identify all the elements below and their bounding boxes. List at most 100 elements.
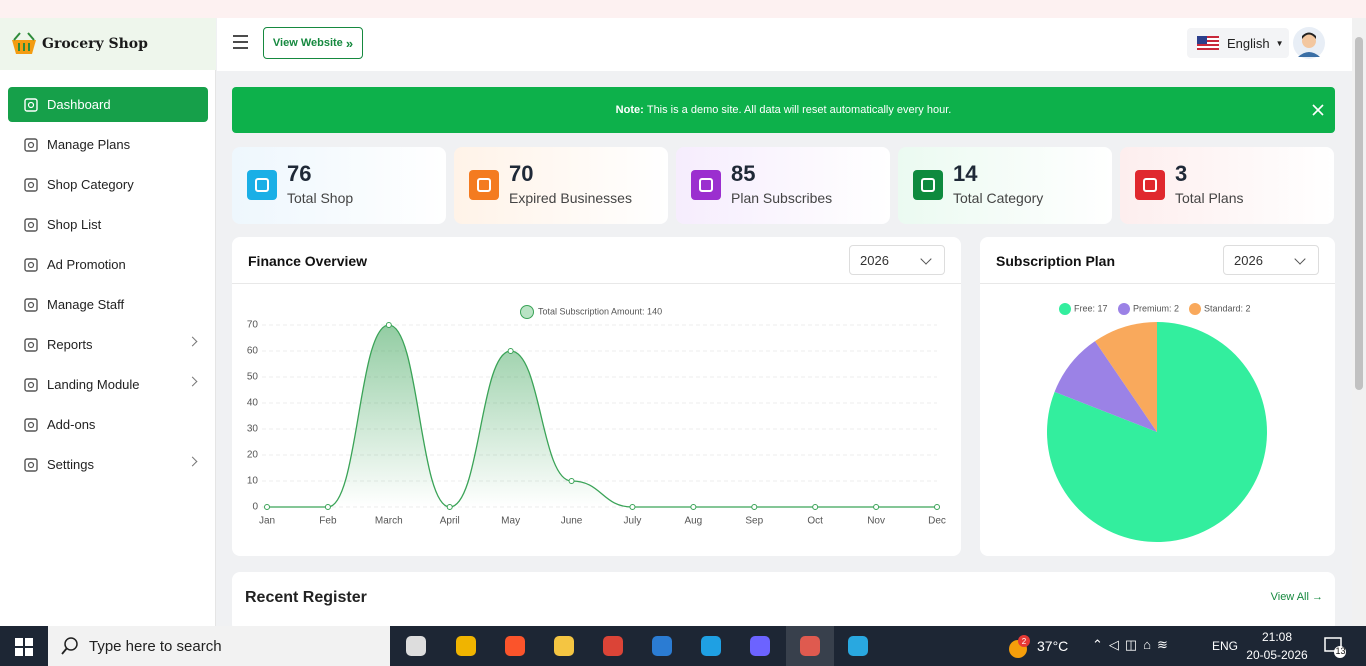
x-tick-label: Aug bbox=[684, 516, 702, 527]
year-select[interactable]: 2026 bbox=[849, 245, 945, 275]
y-tick-label: 30 bbox=[247, 424, 259, 435]
icon-shape bbox=[27, 341, 35, 348]
clock-date[interactable]: 20-05-2026 bbox=[1246, 648, 1308, 662]
app-icon bbox=[456, 636, 476, 656]
icon-shape bbox=[24, 377, 38, 392]
app-icon bbox=[603, 636, 623, 656]
nav-item[interactable]: Shop Category bbox=[8, 167, 208, 202]
icon-shape bbox=[27, 301, 35, 308]
notice-banner: Note: This is a demo site. All data will… bbox=[232, 87, 1335, 133]
x-tick-label: May bbox=[501, 516, 520, 527]
app-icon bbox=[554, 636, 574, 656]
notification-center[interactable] bbox=[1324, 636, 1346, 658]
nav-item[interactable]: Reports bbox=[8, 327, 208, 362]
icon-glyph bbox=[699, 178, 713, 192]
stat-label: Total Category bbox=[953, 190, 1044, 206]
nav-item[interactable]: Manage Plans bbox=[8, 127, 208, 162]
nav-item[interactable]: Dashboard bbox=[8, 87, 208, 122]
stat-value: 3 bbox=[1175, 161, 1188, 186]
legend-label: Free: 17 bbox=[1074, 303, 1108, 313]
view-website-button[interactable]: View Website » bbox=[263, 27, 363, 59]
search-box[interactable]: Type here to search bbox=[48, 626, 390, 666]
point bbox=[873, 504, 880, 510]
taskbar-app[interactable] bbox=[798, 634, 822, 658]
nav-label: Dashboard bbox=[47, 97, 111, 112]
view-all-link[interactable]: View All → bbox=[1270, 591, 1323, 603]
point bbox=[264, 504, 270, 510]
taskbar-app[interactable] bbox=[699, 634, 723, 658]
nav-label: Manage Staff bbox=[47, 297, 125, 312]
input-language[interactable]: ENG bbox=[1212, 639, 1239, 653]
point bbox=[812, 504, 819, 510]
weather-icon[interactable]: 2 bbox=[1006, 634, 1032, 660]
stat-label: Total Shop bbox=[287, 190, 354, 206]
brand-name[interactable]: Grocery Shop bbox=[42, 36, 148, 52]
user-avatar[interactable] bbox=[1293, 27, 1325, 59]
nav-label: Landing Module bbox=[47, 377, 140, 392]
language-select[interactable]: English ▼ bbox=[1187, 28, 1289, 58]
y-tick-label: 20 bbox=[247, 450, 259, 461]
point bbox=[324, 504, 331, 510]
divider bbox=[232, 283, 961, 284]
weather-badge: 2 bbox=[1022, 637, 1027, 646]
nav-item[interactable]: Add-ons bbox=[8, 407, 208, 442]
icon-glyph bbox=[1143, 178, 1157, 192]
y-tick-label: 0 bbox=[252, 502, 258, 513]
pie-slice bbox=[1054, 341, 1157, 432]
point bbox=[568, 478, 575, 484]
year-select[interactable]: 2026 bbox=[1223, 245, 1319, 275]
temperature: 37°C bbox=[1037, 638, 1069, 654]
icon-shape bbox=[24, 257, 38, 272]
taskbar-app[interactable] bbox=[748, 634, 772, 658]
icon-shape bbox=[24, 457, 38, 472]
nav-item[interactable]: Manage Staff bbox=[8, 287, 208, 322]
y-tick-label: 50 bbox=[247, 372, 259, 383]
taskbar-app[interactable] bbox=[552, 634, 576, 658]
active-app-bg bbox=[786, 626, 834, 666]
legend-swatch bbox=[520, 305, 534, 319]
taskbar-app[interactable] bbox=[454, 634, 478, 658]
icon-shape bbox=[24, 137, 38, 152]
stat-value: 14 bbox=[953, 161, 978, 186]
icon-shape bbox=[24, 337, 38, 352]
point bbox=[934, 504, 940, 510]
nav-item[interactable]: Ad Promotion bbox=[8, 247, 208, 282]
icon-glyph bbox=[255, 178, 269, 192]
icon-shape bbox=[1143, 178, 1157, 192]
tray-icons[interactable]: ⌃◁◫⌂≋ bbox=[1092, 637, 1174, 652]
start-button[interactable] bbox=[15, 638, 33, 656]
stat-label: Expired Businesses bbox=[509, 190, 632, 206]
nav-icon bbox=[24, 337, 38, 352]
header: View Website » English ▼ bbox=[217, 18, 1352, 71]
button-icon: » bbox=[345, 35, 354, 51]
search-icon bbox=[61, 637, 78, 655]
taskbar-app[interactable] bbox=[601, 634, 625, 658]
icon-shape bbox=[24, 97, 38, 112]
legend-swatch bbox=[1059, 303, 1071, 315]
clock-time[interactable]: 21:08 bbox=[1261, 630, 1293, 644]
scrollbar bbox=[1352, 18, 1366, 626]
line bbox=[266, 324, 938, 508]
icon-shape bbox=[27, 261, 35, 268]
point bbox=[629, 504, 636, 510]
x-tick-label: Feb bbox=[319, 516, 337, 527]
nav-icon bbox=[24, 217, 38, 232]
stat-icon bbox=[469, 170, 499, 200]
taskbar-app[interactable] bbox=[404, 634, 428, 658]
nav-item[interactable]: Shop List bbox=[8, 207, 208, 242]
menu-toggle[interactable] bbox=[233, 35, 249, 49]
taskbar-app[interactable] bbox=[846, 634, 870, 658]
nav-item[interactable]: Settings bbox=[8, 447, 208, 482]
scrollbar-thumb[interactable] bbox=[1355, 37, 1363, 390]
y-tick-label: 70 bbox=[247, 320, 259, 331]
close-button[interactable] bbox=[1312, 104, 1324, 116]
stat-card: 85 Plan Subscribes bbox=[676, 147, 890, 224]
app-icon bbox=[406, 636, 426, 656]
stat-icon bbox=[247, 170, 277, 200]
icon-shape bbox=[24, 297, 38, 312]
icon-shape bbox=[27, 141, 35, 148]
taskbar-app[interactable] bbox=[503, 634, 527, 658]
nav-item[interactable]: Landing Module bbox=[8, 367, 208, 402]
taskbar: Type here to search 2 37°C ⌃◁◫⌂≋ ENG 21:… bbox=[0, 626, 1366, 666]
taskbar-app[interactable] bbox=[650, 634, 674, 658]
